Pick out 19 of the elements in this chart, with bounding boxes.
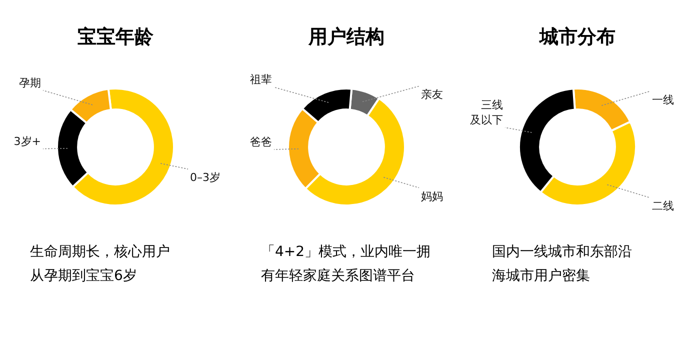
slice-label: 孕期: [19, 76, 41, 90]
slice-label: 妈妈: [421, 190, 443, 203]
slice-label: 祖辈: [250, 73, 272, 86]
text: 从孕期到宝宝6岁: [30, 267, 138, 286]
chart-title: 宝宝年龄: [76, 25, 154, 50]
slice-label: 爸爸: [250, 135, 272, 148]
slice-label: 0–3岁: [190, 171, 220, 184]
text: 海城市用户密集: [492, 267, 591, 286]
slice-label: 三线及以下: [470, 98, 503, 126]
slice-label: 3岁+: [14, 134, 41, 148]
slice-label: 亲友: [421, 88, 443, 102]
slice-label: 一线: [652, 93, 674, 106]
text: 「4+2」模式，业内唯一拥: [261, 243, 432, 262]
slice-label: 二线: [652, 200, 674, 213]
text: 有年轻家庭关系图谱平台: [261, 267, 416, 286]
chart-title: 用户结构: [307, 25, 386, 50]
text: 国内一线城市和东部沿: [492, 243, 633, 262]
chart-title: 城市分布: [538, 25, 616, 50]
text: 生命周期长，核心用户: [30, 243, 171, 262]
